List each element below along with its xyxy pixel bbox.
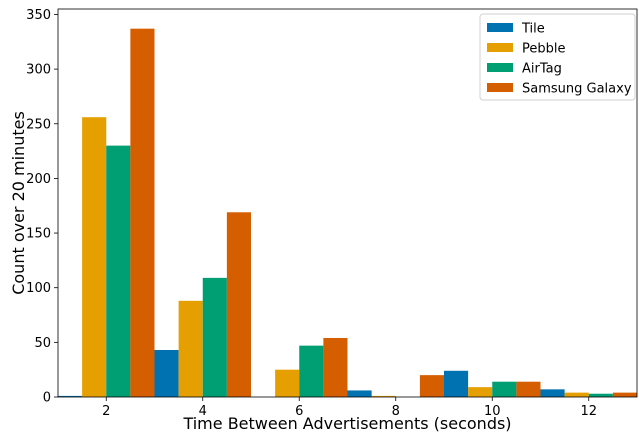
y-tick-label: 0 [43, 391, 51, 406]
bar-tile-5 [540, 389, 565, 397]
legend-label-tile: Tile [521, 22, 545, 37]
legend-label-airtag: AirTag [522, 62, 562, 77]
bars-layer [58, 28, 637, 397]
y-tick-label: 100 [26, 281, 51, 296]
bar-samsung-galaxy-5 [612, 392, 637, 397]
bar-airtag-4 [492, 381, 517, 397]
bar-airtag-0 [106, 145, 131, 397]
x-tick-label: 10 [484, 404, 501, 419]
y-ticks: 0 50 100 150 200 250 300 350 [26, 8, 58, 406]
bar-samsung-galaxy-1 [226, 212, 251, 397]
bar-samsung-galaxy-3 [419, 375, 444, 397]
legend-label-pebble: Pebble [522, 42, 566, 57]
y-tick-label: 350 [26, 8, 51, 23]
legend: Tile Pebble AirTag Samsung Galaxy [479, 13, 636, 101]
bar-airtag-2 [299, 345, 324, 397]
y-tick-label: 300 [26, 63, 51, 78]
x-tick-label: 8 [392, 404, 400, 419]
y-tick-label: 150 [26, 227, 51, 242]
y-axis-label: Count over 20 minutes [9, 111, 28, 295]
x-tick-label: 12 [580, 404, 597, 419]
bar-samsung-galaxy-2 [323, 337, 348, 397]
bar-samsung-galaxy-0 [130, 28, 155, 397]
legend-box [479, 13, 636, 101]
x-tick-label: 4 [199, 404, 207, 419]
x-ticks: 2 4 6 8 10 12 [102, 397, 597, 419]
bar-tile-0 [58, 395, 83, 397]
bar-pebble-3 [371, 395, 396, 397]
bar-tile-4 [444, 370, 469, 397]
legend-swatch-pebble [487, 43, 513, 52]
bar-tile-1 [154, 350, 179, 397]
legend-label-samsung-galaxy: Samsung Galaxy [522, 82, 632, 97]
bar-airtag-1 [202, 277, 227, 397]
legend-swatch-airtag [487, 63, 513, 72]
y-tick-label: 50 [34, 336, 51, 351]
bar-pebble-2 [275, 369, 300, 397]
bar-tile-3 [347, 390, 372, 397]
legend-swatch-tile [487, 23, 513, 32]
bar-samsung-galaxy-4 [516, 381, 541, 397]
axes-layer [57, 8, 638, 398]
x-tick-label: 2 [102, 404, 110, 419]
legend-swatch-samsung-galaxy [487, 83, 513, 92]
bar-pebble-5 [564, 392, 589, 397]
bar-airtag-5 [588, 393, 613, 397]
plot-frame [57, 8, 638, 398]
bar-pebble-4 [468, 387, 493, 397]
x-tick-label: 6 [295, 404, 303, 419]
bar-pebble-1 [178, 300, 203, 397]
bar-pebble-0 [82, 117, 107, 397]
y-tick-label: 200 [26, 172, 51, 187]
x-axis-label: Time Between Advertisements (seconds) [182, 414, 511, 433]
y-tick-label: 250 [26, 117, 51, 132]
